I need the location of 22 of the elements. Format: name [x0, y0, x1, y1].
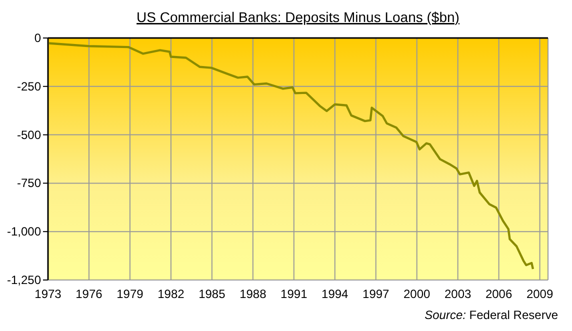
x-tick-label: 1979 [116, 287, 144, 301]
x-tick-label: 1982 [158, 287, 185, 301]
x-tick-label: 2006 [485, 287, 512, 301]
source-note: Source: Federal Reserve [424, 308, 558, 322]
x-tick-label: 1973 [34, 287, 62, 301]
y-tick-label: -250 [16, 79, 42, 94]
y-tick-label: -750 [16, 176, 42, 190]
x-tick-label: 2003 [444, 287, 472, 301]
x-tick-label: 1997 [362, 287, 390, 301]
line-series [48, 42, 534, 270]
y-tick-label: -1,000 [6, 224, 42, 239]
y-tick-label: 0 [34, 31, 42, 45]
x-tick-label: 1988 [240, 287, 267, 301]
x-tick-label: 2009 [526, 287, 554, 301]
x-tick-label: 1985 [198, 287, 226, 301]
x-tick-label: 1991 [280, 287, 308, 301]
y-tick-label: -1,250 [6, 273, 42, 287]
chart-title: US Commercial Banks: Deposits Minus Loans ($bn) [136, 9, 460, 25]
x-tick-label: 1976 [76, 287, 103, 301]
y-tick-label: -500 [16, 128, 42, 142]
x-tick-label: 2000 [404, 287, 431, 301]
x-tick-label: 1994 [322, 287, 349, 301]
